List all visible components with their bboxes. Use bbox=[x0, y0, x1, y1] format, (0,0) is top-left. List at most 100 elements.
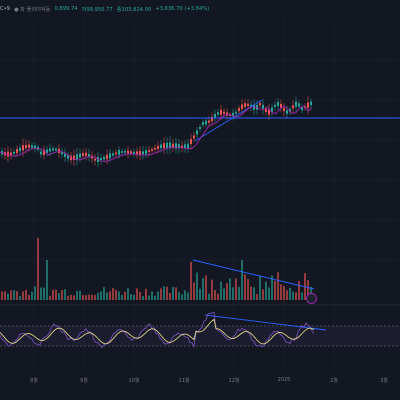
candle-body bbox=[94, 158, 96, 161]
candle-body bbox=[13, 151, 15, 154]
candle-body bbox=[307, 102, 309, 108]
candle-body bbox=[85, 152, 87, 156]
candle-body bbox=[172, 143, 174, 148]
volume-bar bbox=[94, 294, 96, 300]
selection-circle-icon[interactable] bbox=[306, 293, 317, 304]
volume-bar bbox=[169, 292, 171, 300]
volume-bar bbox=[157, 291, 159, 300]
volume-bar bbox=[7, 293, 9, 300]
volume-bar bbox=[220, 281, 222, 300]
candle-body bbox=[127, 150, 129, 154]
indicator-lines bbox=[0, 99, 400, 331]
volume-bar bbox=[151, 291, 153, 300]
candle-body bbox=[67, 155, 69, 159]
candle-body bbox=[103, 156, 105, 160]
candle-body bbox=[298, 103, 300, 107]
candle-body bbox=[181, 145, 183, 148]
volume-bar bbox=[100, 291, 102, 300]
volume-bar bbox=[133, 294, 135, 300]
volume-bar bbox=[307, 280, 309, 300]
candle-body bbox=[286, 110, 288, 114]
volume-bar bbox=[46, 260, 48, 300]
volume-bar bbox=[250, 286, 252, 300]
candle-body bbox=[187, 143, 189, 149]
candle-body bbox=[205, 120, 207, 125]
candle-body bbox=[280, 103, 282, 108]
volume-bar bbox=[175, 287, 177, 300]
candle-body bbox=[82, 153, 84, 156]
candle-body bbox=[226, 112, 228, 116]
change-value: +3,836.70 (+3.84%) bbox=[155, 6, 210, 12]
candle-body bbox=[217, 112, 219, 115]
candle-body bbox=[265, 109, 267, 113]
candle-body bbox=[196, 130, 198, 135]
candle-body bbox=[166, 142, 168, 148]
candle-body bbox=[70, 155, 72, 161]
volume-bar bbox=[67, 295, 69, 300]
time-axis-label: 3월 bbox=[380, 378, 388, 384]
candle-body bbox=[136, 151, 138, 155]
candle-body bbox=[250, 104, 252, 108]
candle-body bbox=[301, 107, 303, 111]
grid-lines bbox=[0, 18, 400, 372]
volume-bar bbox=[223, 288, 225, 300]
time-axis-label: 10월 bbox=[128, 378, 140, 384]
candle-body bbox=[262, 104, 264, 109]
open-value: 0,899.74 bbox=[54, 6, 78, 12]
candle-body bbox=[22, 145, 24, 151]
candle-body bbox=[283, 108, 285, 112]
candle-body bbox=[10, 152, 12, 156]
volume-bar bbox=[154, 295, 156, 300]
candle-body bbox=[184, 144, 186, 149]
volume-bar bbox=[238, 286, 240, 300]
volume-bar bbox=[271, 275, 273, 300]
volume-bar bbox=[253, 287, 255, 300]
volume-bar bbox=[214, 289, 216, 300]
candle-body bbox=[52, 148, 54, 151]
symbol-prefix[interactable]: C•9 bbox=[0, 6, 10, 12]
candle-body bbox=[277, 102, 279, 106]
volume-bar bbox=[130, 293, 132, 300]
symbol-info-bar: C•9 ● 파 플리이덕동 0,899.74 저99,950.77 종103,8… bbox=[0, 0, 400, 18]
volume-bar bbox=[19, 295, 21, 300]
volume-bar bbox=[40, 287, 42, 300]
volume-bar bbox=[16, 291, 18, 300]
volume-bar bbox=[52, 289, 54, 300]
candle-body bbox=[76, 154, 78, 160]
candle-body bbox=[175, 143, 177, 149]
volume-bar bbox=[148, 295, 150, 300]
volume-bar bbox=[280, 284, 282, 300]
volume-bar bbox=[211, 279, 213, 300]
candle-body bbox=[271, 107, 273, 112]
candle-body bbox=[130, 151, 132, 154]
candle-body bbox=[238, 108, 240, 112]
candle-body bbox=[202, 122, 204, 125]
volume-bar bbox=[85, 295, 87, 300]
volume-bar bbox=[49, 295, 51, 300]
candle-body bbox=[118, 150, 120, 155]
volume-bar bbox=[118, 291, 120, 300]
volume-bar bbox=[244, 274, 246, 300]
volume-bar bbox=[274, 280, 276, 300]
volume-bar bbox=[160, 288, 162, 300]
volume-bar bbox=[163, 286, 165, 300]
volume-bar bbox=[235, 278, 237, 300]
volume-bar bbox=[136, 288, 138, 300]
volume-bar bbox=[187, 292, 189, 300]
volume-bar bbox=[217, 293, 219, 300]
volume-bar bbox=[268, 287, 270, 300]
volume-bar bbox=[289, 287, 291, 300]
volume-bar bbox=[61, 290, 63, 300]
volume-bar bbox=[121, 294, 123, 300]
candle-body bbox=[241, 104, 243, 109]
volume-bar bbox=[91, 294, 93, 300]
candle-body bbox=[148, 150, 150, 153]
volume-bar bbox=[172, 286, 174, 300]
volume-bar bbox=[70, 294, 72, 300]
candle-body bbox=[73, 155, 75, 161]
candle-body bbox=[25, 144, 27, 149]
candle-body bbox=[151, 149, 153, 151]
volume-bar bbox=[82, 295, 84, 300]
candle-body bbox=[7, 151, 9, 157]
